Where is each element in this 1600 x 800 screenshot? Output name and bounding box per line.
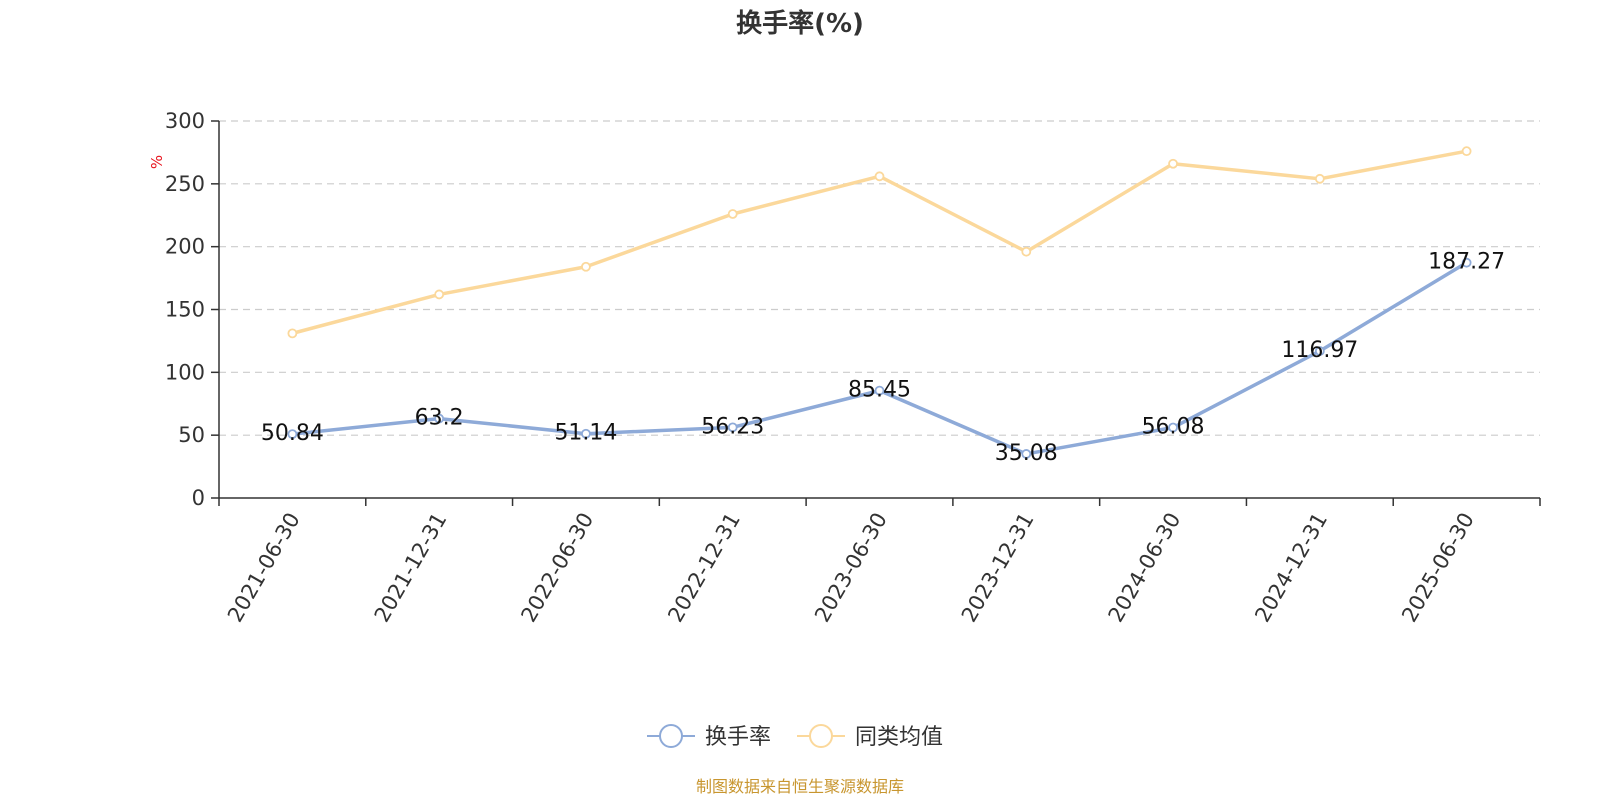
legend-item-0[interactable]: 换手率 [647,724,771,750]
legend-label: 同类均值 [855,725,943,750]
x-tick-label: 2023-12-31 [957,509,1039,627]
series-point[interactable] [1314,173,1325,184]
y-tick-label: 50 [178,423,205,447]
series-point[interactable] [1314,346,1325,356]
y-tick-label: 100 [165,360,205,384]
data-label: 85.45 [848,378,911,403]
series-point[interactable] [434,289,445,300]
data-label: 51.14 [554,421,617,446]
series-point[interactable] [581,428,591,439]
series-point[interactable] [874,171,885,182]
series-point[interactable] [874,385,885,396]
legend-circle-icon [659,724,683,748]
series-point[interactable] [1168,158,1178,169]
series-point[interactable] [1021,449,1032,459]
legend-item-1[interactable]: 同类均值 [797,724,943,750]
data-labels: 50.84 63.2 51.14 56.23 85.45 35.08 56.08 116.97… [261,250,1505,466]
grid-lines [219,120,1540,436]
y-tick-label: 300 [165,109,205,133]
chart-title: 换手率(%) [736,8,864,39]
y-tick-label: 200 [165,235,205,259]
series-layer [287,146,1472,459]
series-point[interactable] [727,422,738,433]
x-tick-label: 2021-12-31 [370,509,452,627]
series-point[interactable] [1461,257,1472,268]
x-tick-label: 2023-06-30 [810,509,892,627]
series-point[interactable] [287,328,298,339]
data-label: 116.97 [1281,338,1358,363]
series-point[interactable] [1461,146,1472,157]
series-point[interactable] [1168,422,1178,433]
series-point[interactable] [287,429,298,440]
axes: 0 50 100 150 200 250 300 2021-06-30 2021-12-31 20… [165,109,1541,627]
data-label: 56.23 [701,414,764,439]
x-tick-label: 2024-12-31 [1250,509,1332,627]
data-label: 63.2 [415,406,464,431]
data-label: 35.08 [995,441,1058,466]
x-tick-label: 2022-06-30 [516,509,598,627]
legend[interactable]: 换手率 同类均值 [647,724,943,750]
x-tick-label: 2025-06-30 [1397,509,1479,627]
series-point[interactable] [434,413,445,424]
y-tick-label: 250 [165,172,205,196]
y-tick-label: 0 [192,486,205,510]
series-point[interactable] [1021,246,1032,257]
data-label: 50.84 [261,421,324,446]
series-point[interactable] [727,209,738,219]
x-tick-label: 2024-06-30 [1104,509,1186,627]
legend-circle-icon [809,724,833,748]
legend-label: 换手率 [705,725,771,750]
x-tick-label: 2021-06-30 [223,509,305,627]
x-tick-label: 2022-12-31 [663,509,745,627]
series-point[interactable] [581,261,591,272]
data-label: 56.08 [1142,415,1205,440]
y-axis-unit-label: % [148,155,166,169]
data-label: 187.27 [1428,250,1505,275]
data-source-note: 制图数据来自恒生聚源数据库 [696,777,904,796]
y-tick-label: 150 [165,298,205,322]
